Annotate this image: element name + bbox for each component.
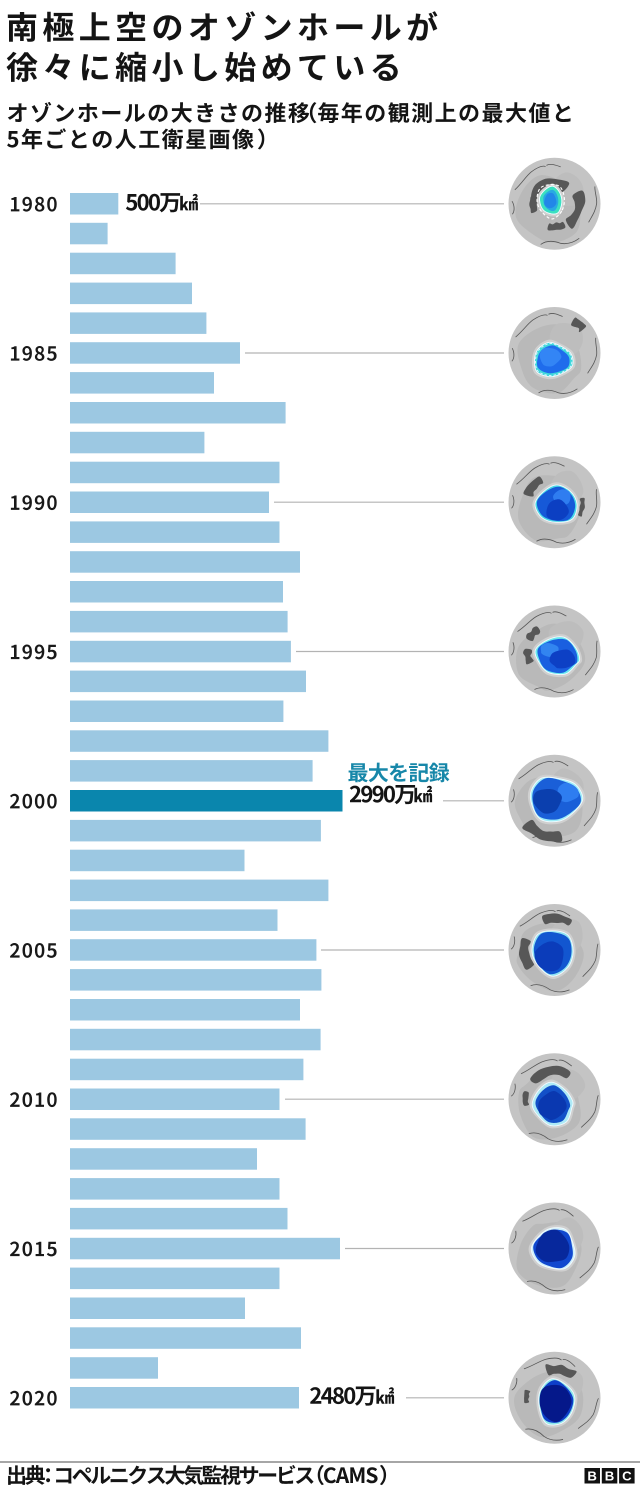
svg-text:B: B [605, 1468, 615, 1483]
svg-text:B: B [587, 1468, 597, 1483]
svg-text:C: C [622, 1468, 632, 1483]
